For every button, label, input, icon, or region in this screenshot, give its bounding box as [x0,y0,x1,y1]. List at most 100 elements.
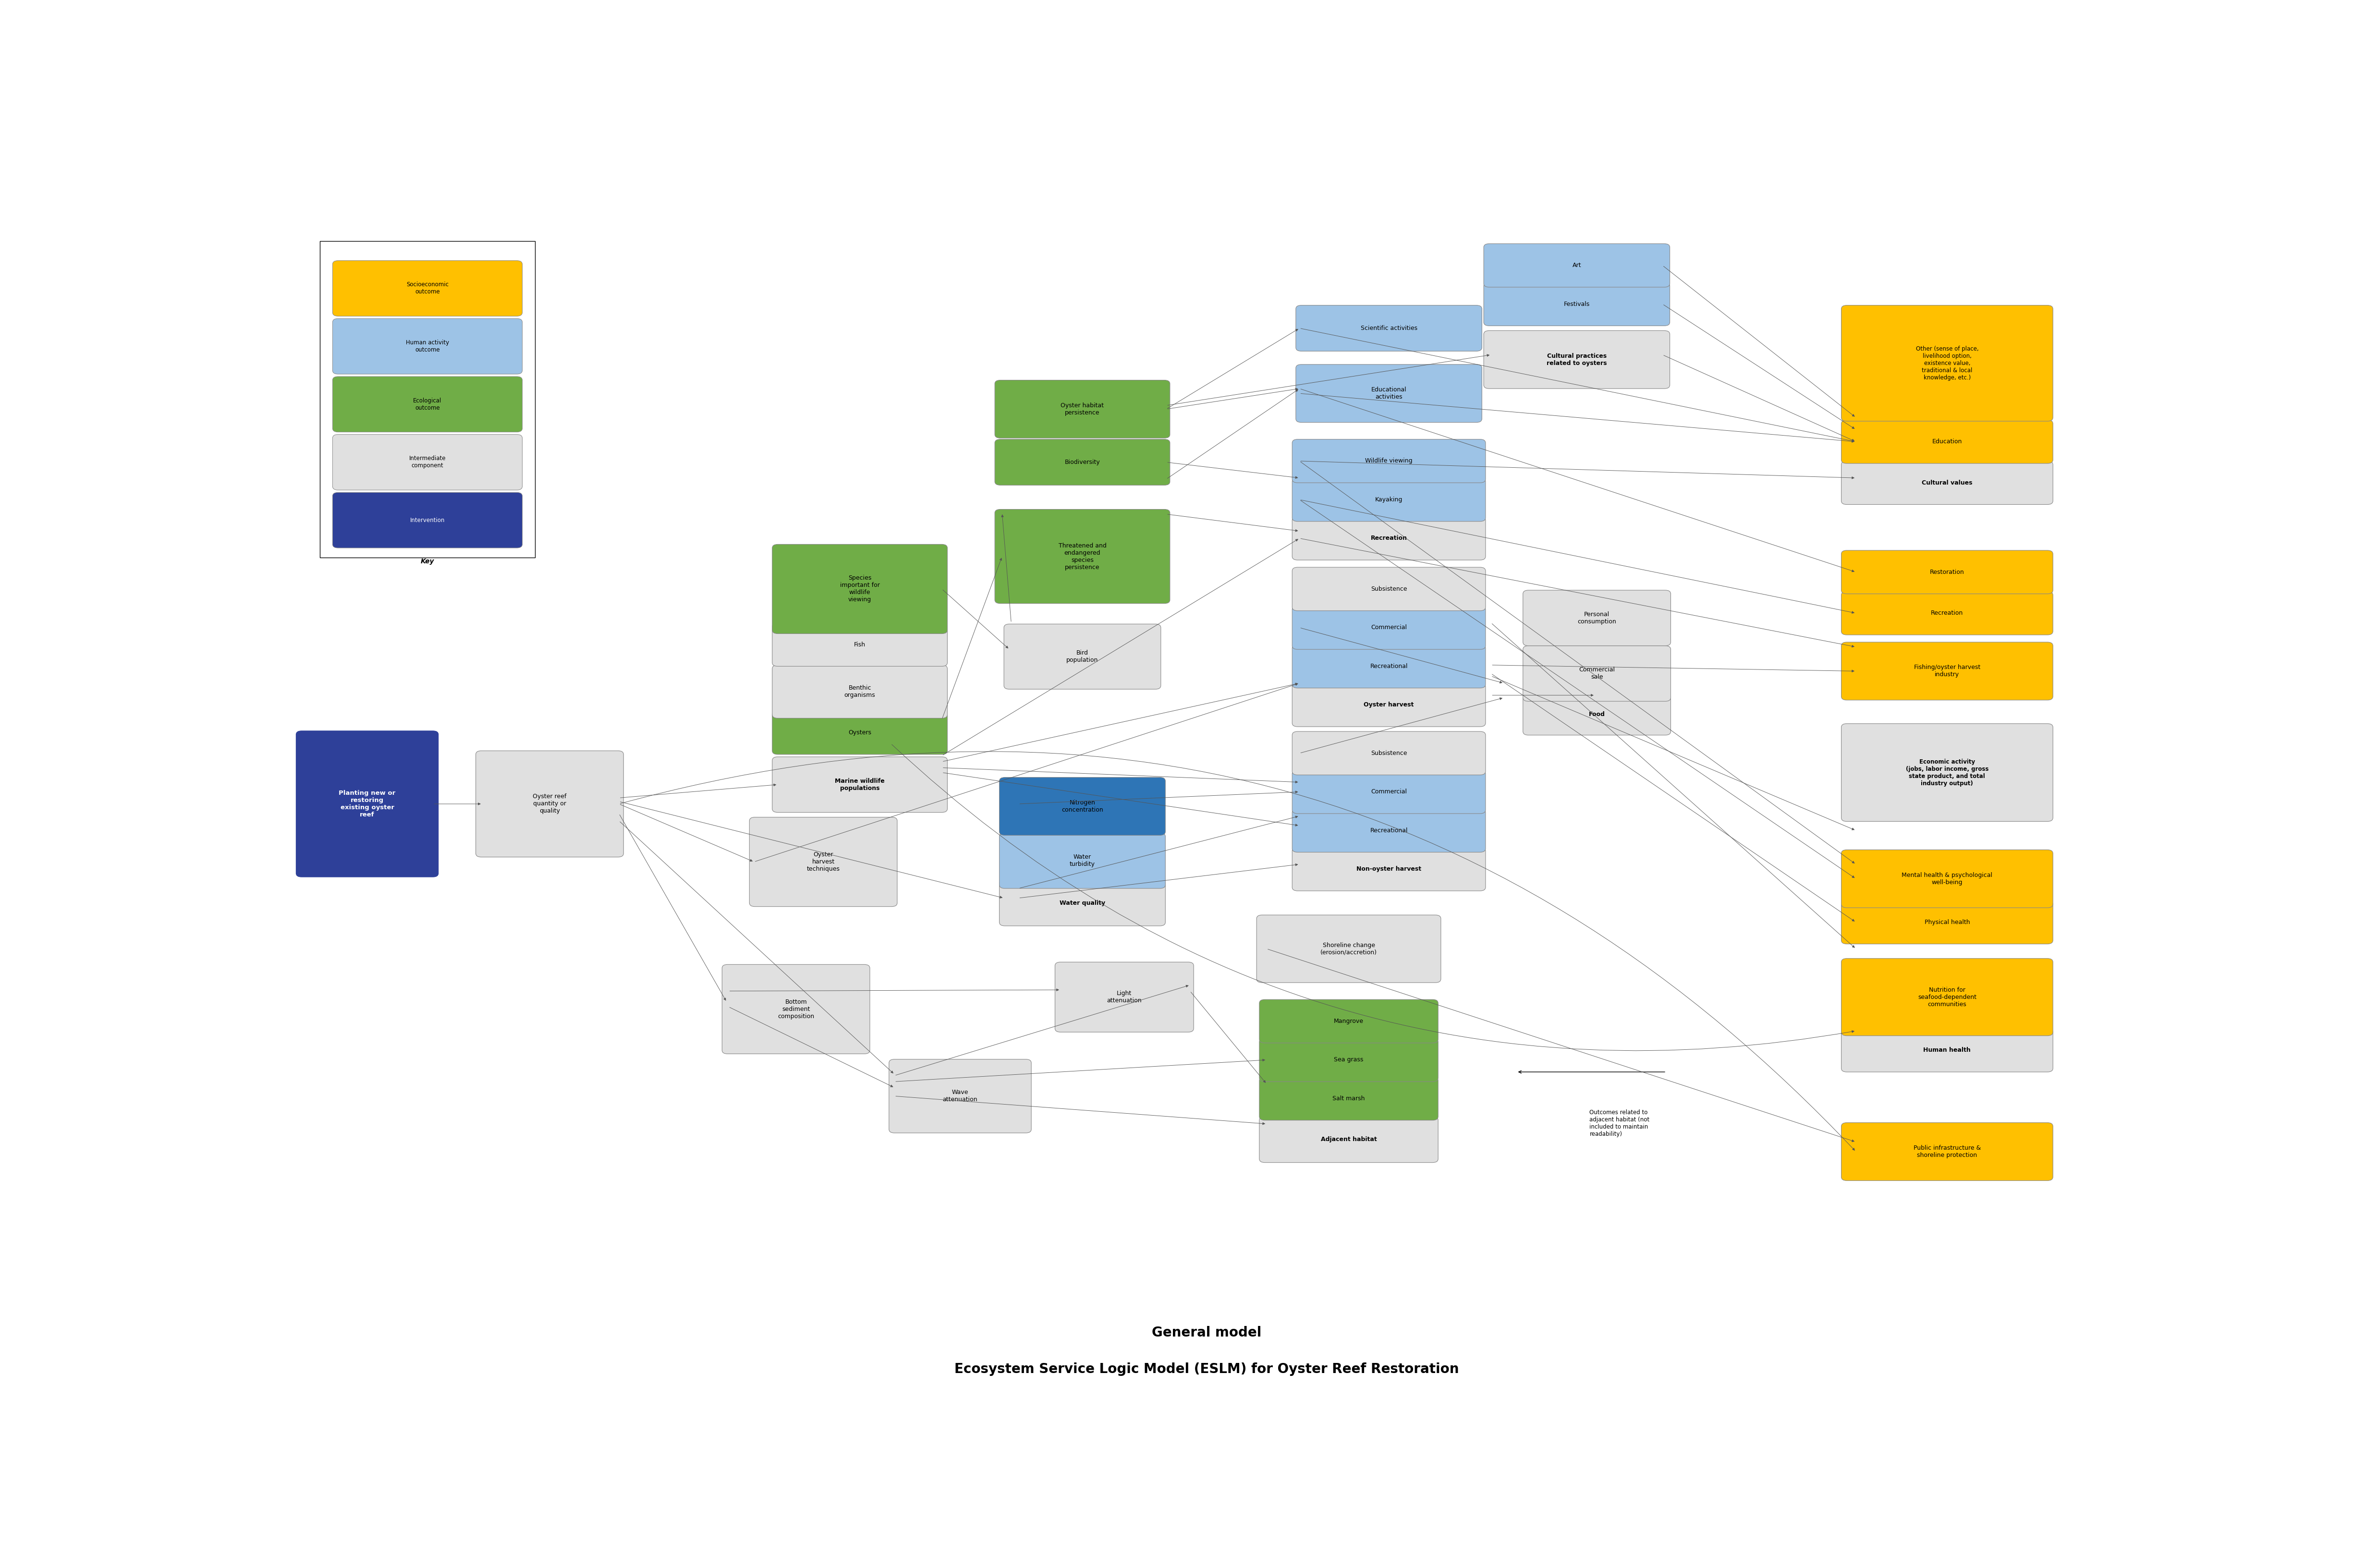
Text: Species
important for
wildlife
viewing: Species important for wildlife viewing [840,575,880,604]
FancyBboxPatch shape [1841,1123,2053,1181]
FancyBboxPatch shape [1003,624,1161,690]
Text: Outcomes related to
adjacent habitat (not
included to maintain
readability): Outcomes related to adjacent habitat (no… [1589,1110,1650,1137]
Text: Wildlife viewing: Wildlife viewing [1365,458,1412,464]
Text: Threatened and
endangered
species
persistence: Threatened and endangered species persis… [1059,543,1106,571]
FancyBboxPatch shape [1000,880,1165,925]
FancyBboxPatch shape [1292,516,1485,560]
FancyBboxPatch shape [1292,605,1485,649]
FancyBboxPatch shape [1292,439,1485,483]
Text: Recreation: Recreation [1930,610,1963,616]
Text: Commercial: Commercial [1370,789,1408,795]
FancyBboxPatch shape [332,434,523,489]
FancyBboxPatch shape [297,731,438,877]
Text: Oyster habitat
persistence: Oyster habitat persistence [1062,403,1104,416]
Text: Recreational: Recreational [1370,663,1408,670]
FancyBboxPatch shape [1483,282,1669,326]
Text: Adjacent habitat: Adjacent habitat [1321,1137,1377,1143]
Text: Cultural practices
related to oysters: Cultural practices related to oysters [1547,353,1608,367]
Text: Human health: Human health [1923,1047,1970,1054]
FancyBboxPatch shape [1523,590,1671,646]
FancyBboxPatch shape [1841,591,2053,635]
Text: Educational
activities: Educational activities [1370,387,1408,400]
FancyBboxPatch shape [996,439,1170,485]
Text: Intermediate
component: Intermediate component [410,456,445,469]
Text: Salt marsh: Salt marsh [1332,1096,1365,1102]
FancyBboxPatch shape [772,757,946,812]
FancyBboxPatch shape [1483,331,1669,389]
FancyBboxPatch shape [772,622,946,666]
Text: Socioeconomic
outcome: Socioeconomic outcome [407,282,450,295]
Text: Nutrition for
seafood-dependent
communities: Nutrition for seafood-dependent communit… [1919,986,1977,1007]
Text: Bottom
sediment
composition: Bottom sediment composition [777,999,814,1019]
Text: Fish: Fish [855,641,866,648]
FancyBboxPatch shape [1841,461,2053,505]
FancyBboxPatch shape [1295,364,1483,422]
FancyBboxPatch shape [1292,684,1485,726]
FancyBboxPatch shape [320,241,534,558]
FancyBboxPatch shape [1292,770,1485,814]
FancyBboxPatch shape [1292,568,1485,612]
FancyBboxPatch shape [1055,963,1193,1032]
Text: Oyster
harvest
techniques: Oyster harvest techniques [807,851,840,872]
FancyBboxPatch shape [772,544,946,633]
Text: Physical health: Physical health [1923,919,1970,925]
FancyBboxPatch shape [723,964,871,1054]
FancyBboxPatch shape [1841,420,2053,464]
Text: Benthic
organisms: Benthic organisms [845,685,876,698]
FancyBboxPatch shape [996,379,1170,437]
Text: Fishing/oyster harvest
industry: Fishing/oyster harvest industry [1914,665,1980,677]
FancyBboxPatch shape [332,318,523,375]
Text: Ecological
outcome: Ecological outcome [414,398,443,411]
Text: Commercial
sale: Commercial sale [1580,666,1615,681]
FancyBboxPatch shape [476,751,624,858]
Text: Intervention: Intervention [410,517,445,524]
Text: Wave
attenuation: Wave attenuation [942,1090,977,1102]
FancyBboxPatch shape [890,1060,1031,1134]
Text: Subsistence: Subsistence [1370,586,1408,593]
FancyBboxPatch shape [1841,1029,2053,1073]
FancyBboxPatch shape [1259,999,1438,1043]
FancyBboxPatch shape [1292,478,1485,522]
FancyBboxPatch shape [1841,850,2053,908]
Text: Water quality: Water quality [1059,900,1106,906]
Text: Mangrove: Mangrove [1335,1018,1363,1024]
Text: General model: General model [1151,1327,1262,1339]
Text: Recreation: Recreation [1370,535,1408,541]
Text: Restoration: Restoration [1930,569,1963,575]
Text: Bird
population: Bird population [1066,649,1099,663]
Text: Scientific activities: Scientific activities [1361,325,1417,331]
FancyBboxPatch shape [1841,723,2053,822]
Text: Food: Food [1589,712,1605,718]
FancyBboxPatch shape [772,665,946,718]
Text: Ecosystem Service Logic Model (ESLM) for Oyster Reef Restoration: Ecosystem Service Logic Model (ESLM) for… [953,1363,1459,1375]
FancyBboxPatch shape [1292,644,1485,688]
FancyBboxPatch shape [1292,731,1485,775]
Text: Human activity
outcome: Human activity outcome [405,340,450,353]
Text: Festivals: Festivals [1563,301,1589,307]
Text: Marine wildlife
populations: Marine wildlife populations [836,778,885,792]
Text: Nitrogen
concentration: Nitrogen concentration [1062,800,1104,814]
Text: Economic activity
(jobs, labor income, gross
state product, and total
industry o: Economic activity (jobs, labor income, g… [1907,759,1989,787]
Text: Subsistence: Subsistence [1370,750,1408,756]
FancyBboxPatch shape [1000,778,1165,836]
FancyBboxPatch shape [1259,1077,1438,1120]
FancyBboxPatch shape [749,817,897,906]
Text: Non-oyster harvest: Non-oyster harvest [1356,866,1422,872]
Text: Art: Art [1572,262,1582,268]
Text: Planting new or
restoring
existing oyster
reef: Planting new or restoring existing oyste… [339,790,395,818]
Text: Shoreline change
(erosion/accretion): Shoreline change (erosion/accretion) [1321,942,1377,955]
Text: Key: Key [421,558,433,564]
Text: Mental health & psychological
well-being: Mental health & psychological well-being [1902,872,1991,886]
Text: Education: Education [1933,439,1963,445]
Text: Commercial: Commercial [1370,624,1408,630]
Text: Kayaking: Kayaking [1375,497,1403,503]
FancyBboxPatch shape [1523,646,1671,701]
Text: Recreational: Recreational [1370,828,1408,834]
Text: Sea grass: Sea grass [1335,1057,1363,1063]
FancyBboxPatch shape [1259,1038,1438,1082]
Text: Water
turbidity: Water turbidity [1069,855,1095,867]
FancyBboxPatch shape [1257,916,1441,983]
Text: Personal
consumption: Personal consumption [1577,612,1617,624]
Text: Oyster harvest: Oyster harvest [1363,702,1415,709]
FancyBboxPatch shape [1292,847,1485,891]
